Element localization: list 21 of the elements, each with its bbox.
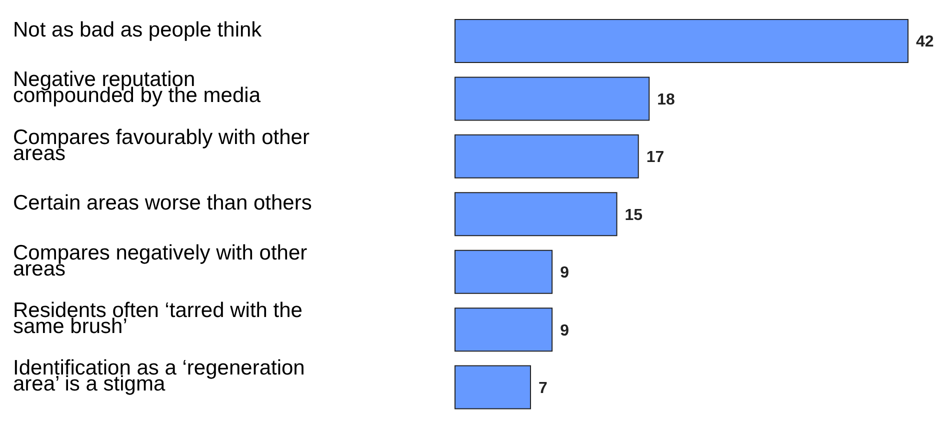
y-tick-label: Residents often ‘tarred with the same brush’ — [13, 298, 302, 338]
data-label: 9 — [560, 264, 570, 282]
data-label: 15 — [624, 206, 643, 224]
bar — [454, 76, 650, 121]
bar — [454, 19, 908, 64]
bar — [454, 308, 553, 352]
data-label: 42 — [916, 34, 934, 51]
data-label: 9 — [560, 322, 570, 340]
bar — [454, 250, 553, 294]
bar — [454, 365, 531, 410]
data-label: 18 — [657, 91, 676, 108]
y-tick-label: Not as bad as people think — [13, 18, 262, 42]
bar — [454, 192, 618, 236]
y-tick-label: Certain areas worse than others — [13, 192, 312, 215]
y-tick-label: Compares favourably with other areas — [13, 126, 310, 165]
data-label: 17 — [646, 149, 664, 166]
y-tick-label: Compares negatively with other areas — [13, 241, 308, 280]
bar — [454, 134, 639, 178]
data-label: 7 — [538, 380, 548, 397]
y-tick-label: Negative reputation compounded by the media — [13, 68, 261, 108]
y-tick-label: Identification as a ‘regeneration area’ is a stigma — [13, 356, 305, 396]
